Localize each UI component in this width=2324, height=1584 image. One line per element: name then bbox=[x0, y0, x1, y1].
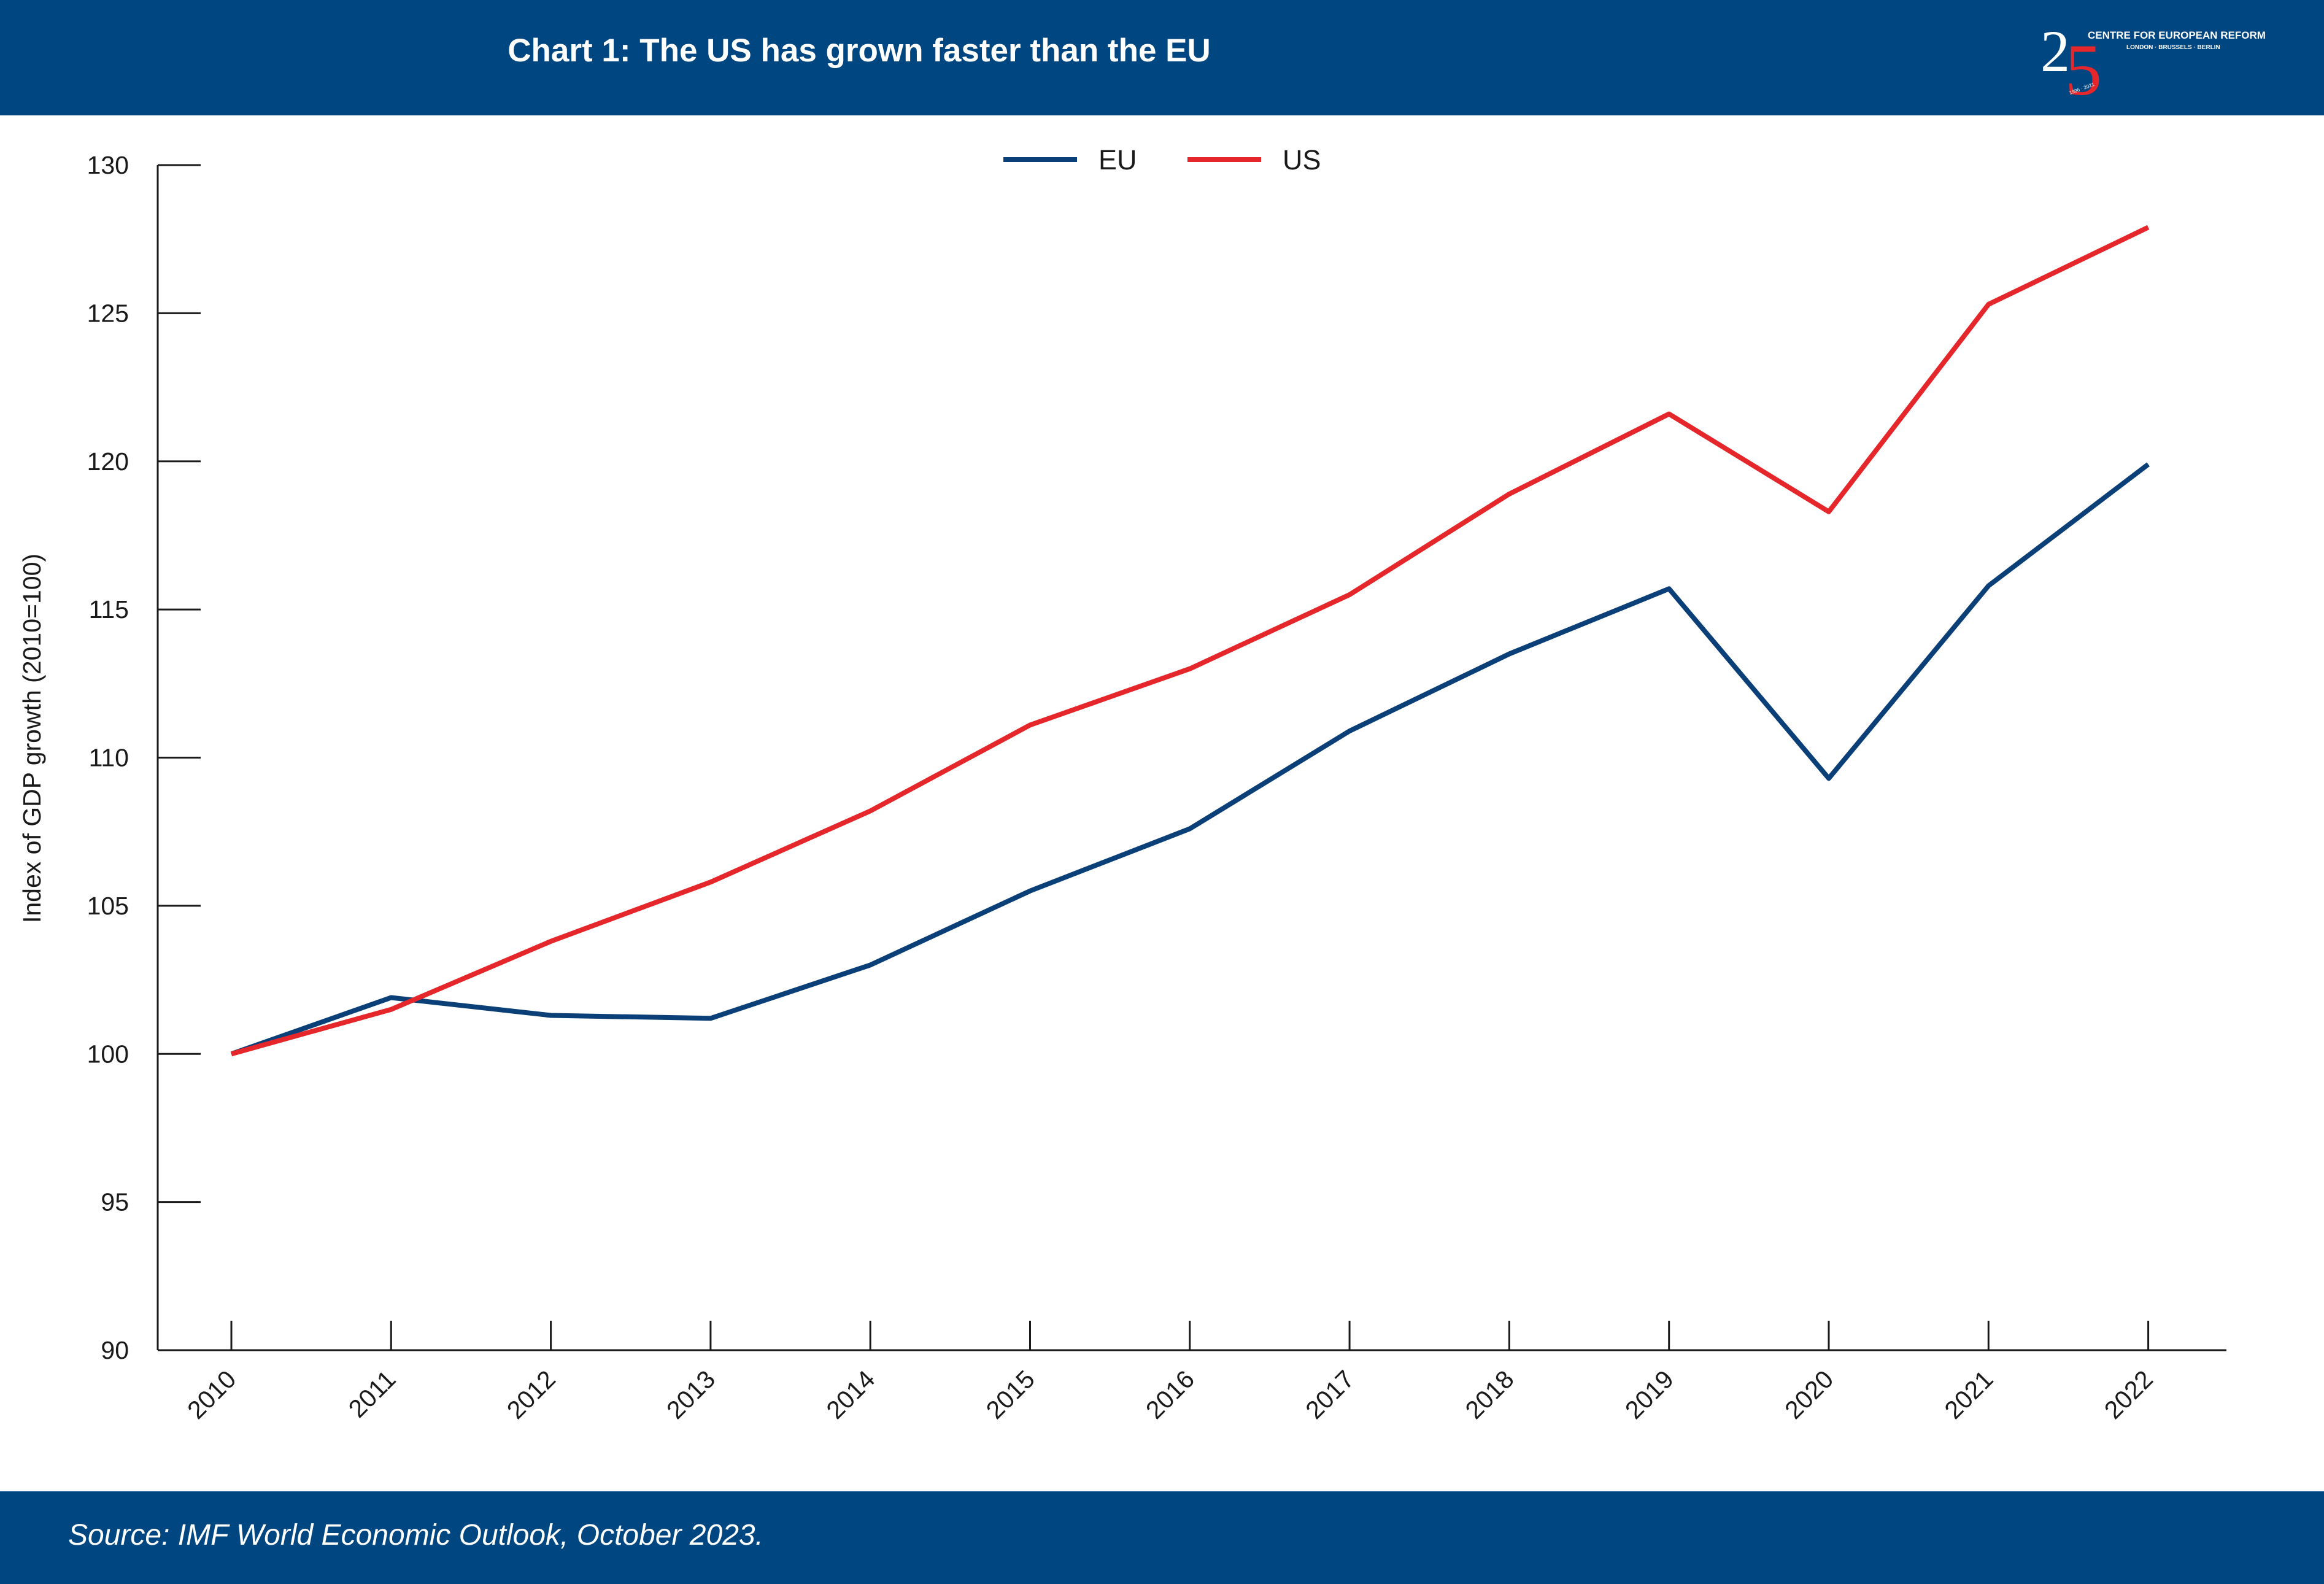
x-tick-label: 2022 bbox=[2099, 1365, 2158, 1424]
x-tick-label: 2018 bbox=[1460, 1365, 1519, 1424]
chart-footer: Source: IMF World Economic Outlook, Octo… bbox=[0, 1491, 2324, 1584]
chart-title: Chart 1: The US has grown faster than th… bbox=[508, 33, 1211, 69]
legend-label-eu: EU bbox=[1098, 144, 1137, 176]
x-tick-label: 2010 bbox=[182, 1365, 241, 1424]
x-tick-labels: 2010 2011 2012 2013 2014 2015 2016 2017 2018 2019… bbox=[182, 1365, 2158, 1424]
x-tick-label: 2021 bbox=[1939, 1365, 1999, 1424]
series-line-eu bbox=[230, 462, 2150, 1057]
logo-digit-2: 2 bbox=[2040, 22, 2070, 84]
y-tick-label: 115 bbox=[89, 595, 129, 624]
x-tick-label: 2013 bbox=[661, 1365, 720, 1424]
x-tick-label: 2020 bbox=[1779, 1365, 1839, 1424]
logo-digit-5: 5 bbox=[2065, 29, 2102, 102]
logo-25-mark: 2 5 bbox=[2040, 22, 2102, 102]
y-tick-label: 95 bbox=[101, 1188, 129, 1216]
y-tick-label: 110 bbox=[89, 744, 129, 772]
x-tick-label: 2014 bbox=[821, 1365, 881, 1424]
y-tick-label: 100 bbox=[87, 1040, 129, 1068]
cer-logo: 2 5 CENTRE FOR EUROPEAN REFORM LONDON · … bbox=[2040, 22, 2266, 108]
series-lines bbox=[230, 225, 2150, 1057]
logo-cities: LONDON · BRUSSELS · BERLIN bbox=[2126, 44, 2220, 51]
y-tick-label: 120 bbox=[87, 447, 129, 476]
chart-axes bbox=[156, 164, 2226, 1351]
y-axis-label: Index of GDP growth (2010=100) bbox=[18, 554, 46, 923]
y-tick-label: 105 bbox=[87, 892, 129, 920]
y-tick-label: 125 bbox=[87, 299, 129, 327]
y-tick-label: 90 bbox=[101, 1336, 129, 1364]
y-tick-label: 130 bbox=[87, 151, 129, 179]
x-tick-label: 2011 bbox=[343, 1365, 401, 1423]
logo-name: CENTRE FOR EUROPEAN REFORM bbox=[2088, 29, 2266, 41]
chart-header: Chart 1: The US has grown faster than th… bbox=[0, 0, 2324, 115]
x-tick-label: 2017 bbox=[1300, 1365, 1359, 1424]
legend-label-us: US bbox=[1283, 144, 1321, 176]
x-tick-label: 2019 bbox=[1619, 1365, 1679, 1424]
x-tick-label: 2015 bbox=[981, 1365, 1040, 1424]
series-line-us bbox=[230, 225, 2150, 1057]
x-tick-label: 2012 bbox=[501, 1365, 561, 1424]
y-tick-labels: 90 95 100 105 110 115 120 125 130 bbox=[87, 151, 129, 1364]
chart-legend: EU US bbox=[1003, 144, 1321, 176]
x-tick-label: 2016 bbox=[1140, 1365, 1200, 1424]
source-note: Source: IMF World Economic Outlook, Octo… bbox=[68, 1519, 763, 1551]
